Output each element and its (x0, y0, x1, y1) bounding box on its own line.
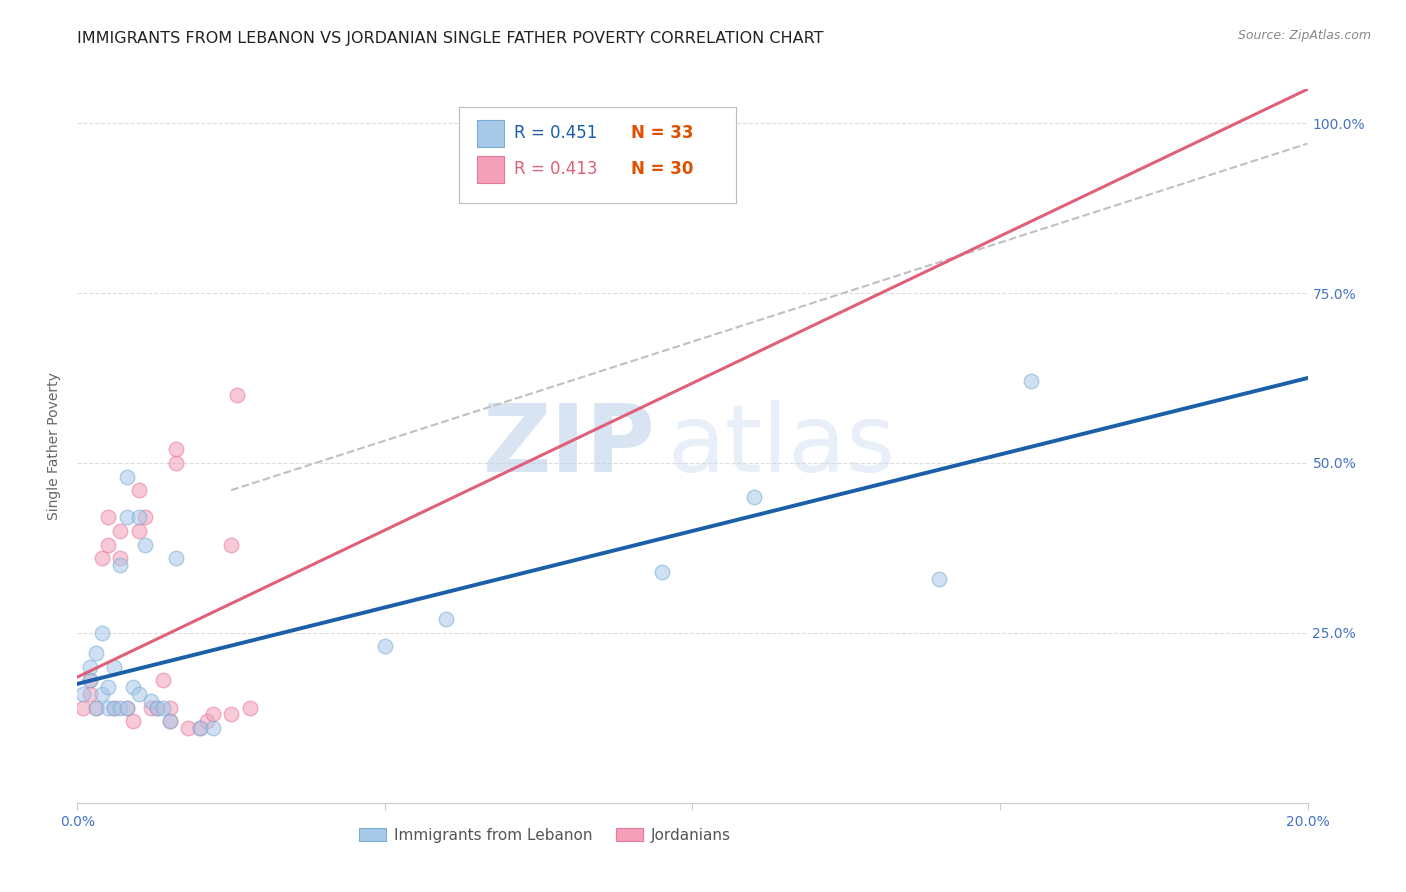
Text: ZIP: ZIP (482, 400, 655, 492)
Point (115, 469, 138, 483)
Point (90, 687, 114, 701)
Point (103, 700, 125, 714)
Point (115, 510, 138, 524)
Point (84, 700, 107, 714)
Point (97, 680, 120, 694)
Point (97, 700, 120, 714)
Point (128, 510, 150, 524)
Point (79, 673, 101, 688)
Text: IMMIGRANTS FROM LEBANON VS JORDANIAN SINGLE FATHER POVERTY CORRELATION CHART: IMMIGRANTS FROM LEBANON VS JORDANIAN SIN… (77, 31, 824, 46)
Point (97, 510, 120, 524)
Text: R = 0.451: R = 0.451 (515, 125, 598, 143)
Point (121, 680, 143, 694)
Point (79, 687, 101, 701)
Point (159, 714, 181, 729)
Point (141, 700, 163, 714)
FancyBboxPatch shape (477, 120, 505, 147)
Point (1019, 375, 1042, 389)
Point (103, 660, 125, 674)
Text: R = 0.413: R = 0.413 (515, 161, 598, 178)
Point (651, 565, 673, 579)
Point (159, 700, 181, 714)
Point (84, 646, 107, 660)
Point (165, 442, 187, 457)
Point (72, 687, 94, 701)
FancyBboxPatch shape (477, 155, 505, 183)
Point (146, 700, 169, 714)
Point (90, 551, 114, 566)
Point (79, 673, 101, 688)
Point (152, 700, 174, 714)
Point (219, 537, 242, 551)
Point (110, 558, 132, 572)
Point (128, 483, 150, 498)
Point (134, 537, 156, 551)
Point (90, 626, 114, 640)
Text: atlas: atlas (668, 400, 896, 492)
Point (121, 714, 143, 729)
Point (201, 721, 224, 735)
Point (165, 551, 187, 566)
Point (141, 694, 163, 708)
Point (188, 721, 212, 735)
Text: Source: ZipAtlas.com: Source: ZipAtlas.com (1237, 29, 1371, 42)
Point (110, 700, 132, 714)
Text: N = 30: N = 30 (631, 161, 693, 178)
Point (110, 524, 132, 538)
Point (152, 673, 174, 688)
Point (226, 388, 249, 402)
Point (928, 572, 950, 586)
Point (165, 456, 187, 470)
Text: N = 33: N = 33 (631, 125, 693, 143)
Point (188, 721, 212, 735)
Point (177, 721, 200, 735)
Point (436, 612, 458, 626)
Point (128, 524, 150, 538)
Point (742, 490, 765, 504)
Point (374, 640, 396, 654)
Point (115, 700, 138, 714)
Point (72, 700, 94, 714)
Point (134, 510, 156, 524)
Point (219, 707, 242, 722)
Point (79, 660, 101, 674)
Point (97, 537, 120, 551)
Legend: Immigrants from Lebanon, Jordanians: Immigrants from Lebanon, Jordanians (353, 822, 737, 848)
Point (110, 551, 132, 566)
Point (195, 714, 218, 729)
FancyBboxPatch shape (458, 107, 735, 203)
Point (159, 714, 181, 729)
Point (128, 687, 150, 701)
Point (146, 700, 169, 714)
Point (103, 700, 125, 714)
Point (84, 700, 107, 714)
Y-axis label: Single Father Poverty: Single Father Poverty (48, 372, 62, 520)
Point (201, 707, 224, 722)
Point (239, 700, 262, 714)
Point (115, 700, 138, 714)
